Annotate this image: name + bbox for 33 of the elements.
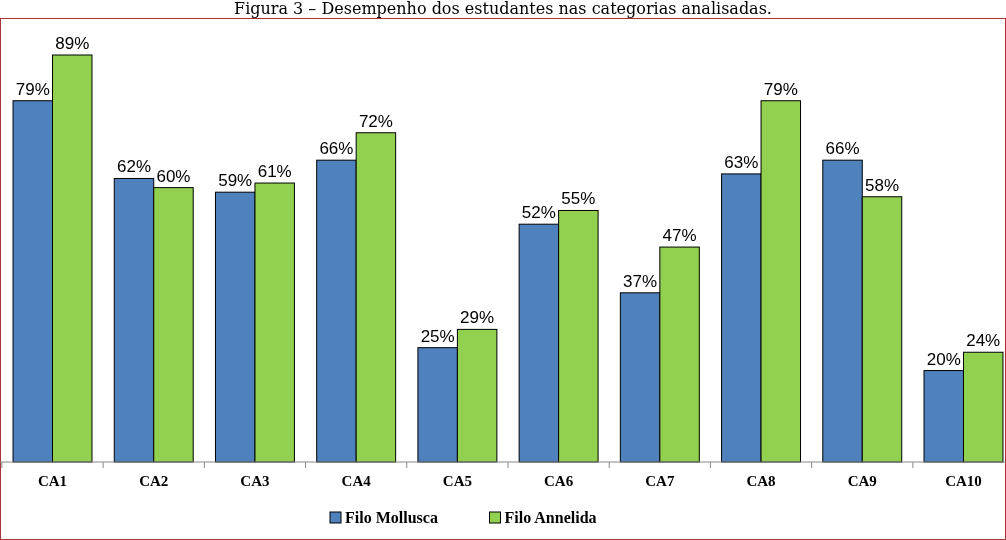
x-tick-label: CA4: [341, 473, 372, 489]
x-tick-label: CA5: [442, 473, 472, 489]
data-label: 79%: [763, 79, 798, 99]
x-tick-label: CA9: [847, 473, 877, 489]
data-label: 24%: [966, 331, 1001, 351]
data-label: 72%: [358, 111, 393, 131]
x-tick-label: CA7: [645, 473, 675, 489]
x-tick-label: CA2: [139, 473, 169, 489]
data-label: 47%: [662, 226, 697, 246]
data-label: 25%: [420, 326, 455, 346]
x-tick-label: CA8: [746, 473, 776, 489]
data-label: 62%: [116, 157, 152, 177]
data-label: 59%: [218, 171, 253, 191]
data-label: 89%: [55, 34, 90, 53]
chart-title: Figura 3 – Desempenho dos estudantes nas categorias analisadas.: [234, 0, 772, 18]
data-label: 60%: [156, 166, 191, 186]
x-tick-label: CA10: [945, 473, 982, 489]
data-label: 61%: [257, 162, 292, 182]
data-label: 55%: [561, 189, 596, 209]
legend-label: Filo Annelida: [504, 509, 597, 526]
x-tick-label: CA1: [37, 473, 68, 489]
data-label: 37%: [623, 271, 658, 291]
data-label: 52%: [521, 203, 556, 223]
x-tick-label: CA3: [240, 473, 270, 489]
data-label: 63%: [724, 152, 759, 172]
data-label: 29%: [460, 308, 495, 328]
data-label: 58%: [864, 175, 900, 195]
x-tick-label: CA6: [544, 473, 574, 489]
data-label: 66%: [825, 139, 860, 159]
data-label: 66%: [319, 139, 354, 159]
data-label: 79%: [15, 79, 50, 99]
legend-label: Filo Mollusca: [345, 509, 438, 526]
data-label: 20%: [926, 349, 961, 369]
